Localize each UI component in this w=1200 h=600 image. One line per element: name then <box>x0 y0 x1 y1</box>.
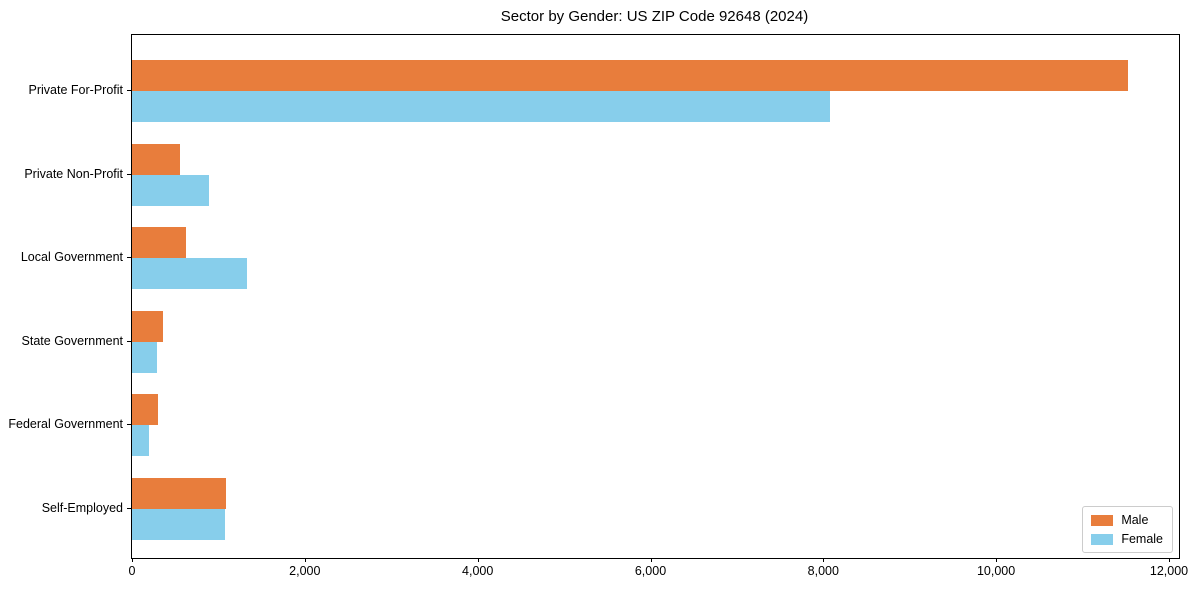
female-swatch <box>1091 533 1114 545</box>
bar-male-3 <box>132 310 164 342</box>
bar-male-4 <box>132 394 158 426</box>
y-axis-label: Local Government <box>20 250 123 265</box>
bar-female-3 <box>132 341 158 373</box>
legend-label-female: Female <box>1121 532 1163 546</box>
bar-male-2 <box>132 227 186 259</box>
chart-title: Sector by Gender: US ZIP Code 92648 (202… <box>500 8 809 25</box>
bar-female-4 <box>132 425 150 457</box>
x-tick-mark <box>304 558 306 562</box>
y-tick-mark <box>127 173 131 175</box>
legend-item-male: Male <box>1091 513 1163 527</box>
y-axis-label: Private For-Profit <box>28 83 123 97</box>
x-tick-label: 0 <box>128 564 136 578</box>
y-axis-label: Private Non-Profit <box>24 166 123 181</box>
y-axis-label: State Government <box>21 333 123 348</box>
y-tick-mark <box>127 508 131 509</box>
x-tick-label: 6,000 <box>634 564 667 578</box>
bar-male-5 <box>132 478 227 509</box>
x-tick-mark <box>996 558 998 562</box>
x-tick-mark <box>650 558 652 562</box>
x-tick-label: 8,000 <box>807 564 839 578</box>
x-tick-mark <box>1169 558 1170 562</box>
male-swatch <box>1091 514 1114 526</box>
x-tick-label: 10,000 <box>976 564 1016 578</box>
bar-female-5 <box>132 509 225 540</box>
y-tick-mark <box>127 424 131 426</box>
bar-female-0 <box>132 91 831 122</box>
bar-female-2 <box>132 258 247 290</box>
y-tick-mark <box>127 257 131 259</box>
bar-female-1 <box>132 174 209 206</box>
legend-label-male: Male <box>1121 513 1149 527</box>
y-tick-mark <box>127 90 131 91</box>
plot-area: Male Female <box>131 34 1180 559</box>
x-tick-label: 12,000 <box>1149 564 1189 578</box>
x-tick-mark <box>132 558 133 562</box>
legend: Male Female <box>1082 506 1173 553</box>
x-tick-label: 2,000 <box>289 564 321 578</box>
x-tick-mark <box>823 558 825 562</box>
y-axis-label: Self-Employed <box>41 501 123 515</box>
bar-male-1 <box>132 143 180 175</box>
y-axis-label: Federal Government <box>8 417 123 432</box>
x-tick-label: 4,000 <box>462 564 494 578</box>
bar-male-0 <box>132 60 1129 91</box>
x-tick-mark <box>477 558 479 562</box>
legend-item-female: Female <box>1091 532 1163 546</box>
y-tick-mark <box>127 340 131 342</box>
